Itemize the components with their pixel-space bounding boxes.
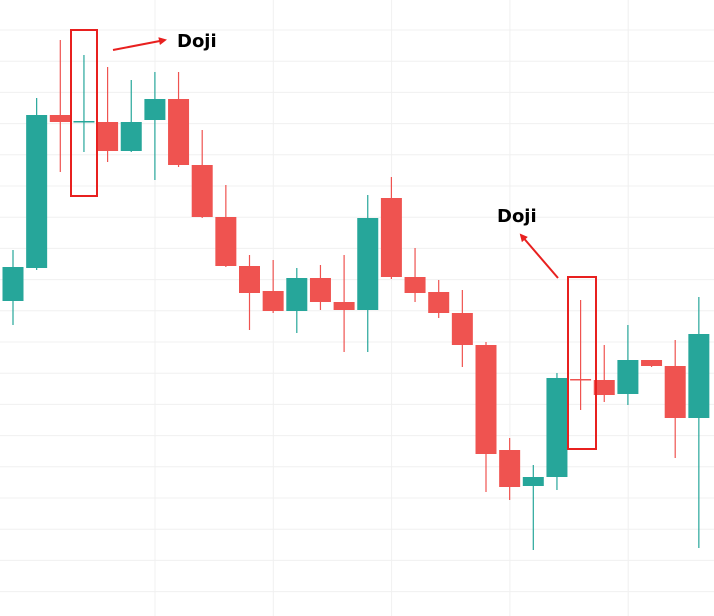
candle-body [428,292,450,313]
candle-body [333,302,355,310]
candle-body [546,378,568,477]
candle-body [380,198,402,277]
highlight-box [70,29,98,197]
candle-body [617,360,639,394]
candle-body [499,450,521,487]
candles [2,40,710,550]
candle-body [26,115,48,268]
annotation-label: Doji [497,206,537,227]
annotations: Doji Doji [70,29,597,450]
candle-body [2,267,24,301]
highlight-box [567,276,597,450]
candle-body [73,121,95,123]
candle-body [522,477,544,486]
candle-body [688,334,710,418]
candle-body [641,360,663,366]
candle-body [357,218,379,310]
candle-body [664,366,686,418]
candle-body [570,379,592,381]
candle-body [215,217,237,266]
candle-body [239,266,260,293]
annotation-label: Doji [177,31,217,52]
candle-body [593,380,615,395]
candle-body [286,278,308,311]
candle-body [97,122,119,151]
candle-body [404,277,426,293]
candle-body [475,345,497,454]
candle-body [262,291,284,311]
annotation-arrow [519,233,559,279]
candle-body [451,313,473,345]
candle-body [191,165,213,217]
candle-body [144,99,166,120]
candle-body [168,99,190,165]
candle-body [120,122,142,151]
candle-body [49,115,71,122]
annotation-arrow [112,37,167,51]
candle-body [309,278,331,302]
